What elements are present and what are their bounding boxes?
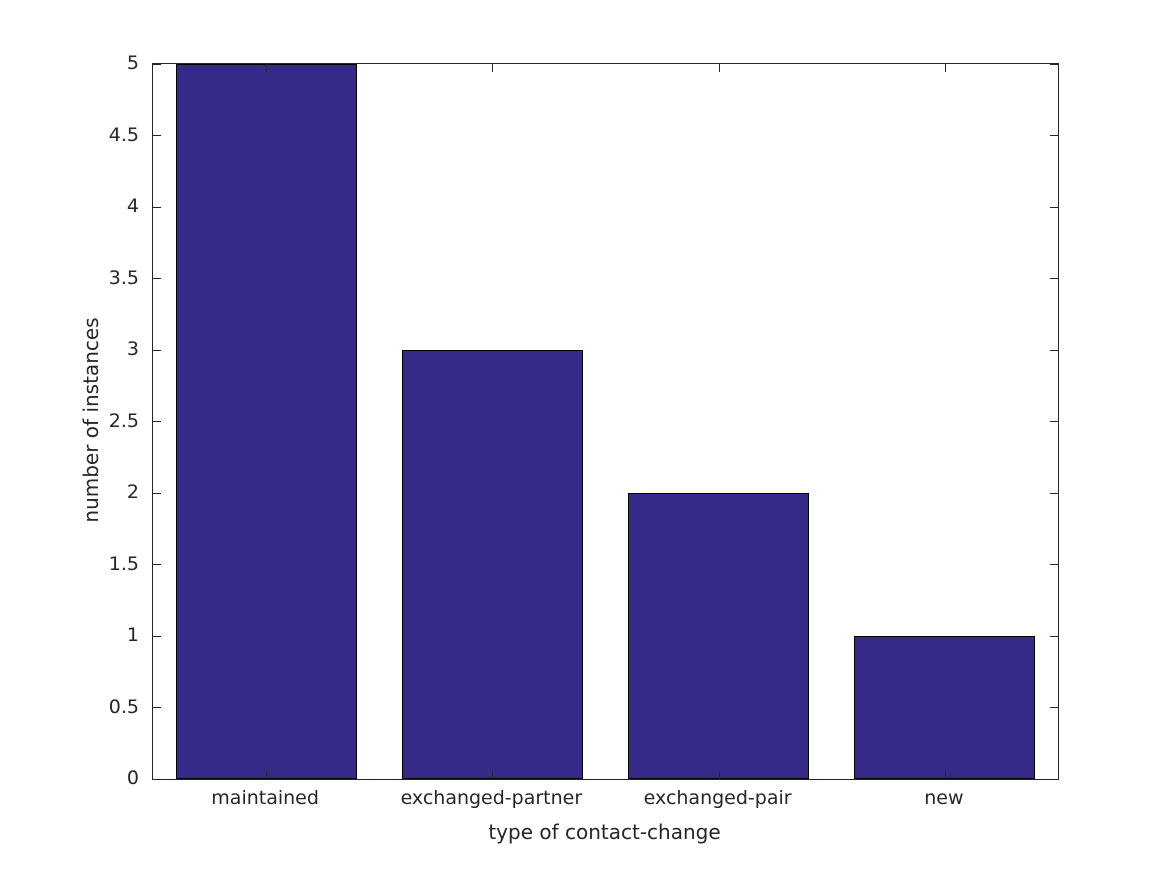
bar-new (854, 636, 1036, 779)
x-tick-label: maintained (211, 787, 319, 809)
bar-exchanged-partner (401, 350, 583, 779)
x-tick-top (266, 64, 268, 72)
y-tick-left (153, 492, 161, 494)
x-tick-top (718, 64, 720, 72)
y-tick-right (1050, 635, 1058, 637)
bar-exchanged-pair (628, 493, 810, 779)
plot-area (152, 63, 1059, 780)
y-tick-right (1050, 63, 1058, 65)
y-tick-left (153, 63, 161, 65)
y-tick-left (153, 635, 161, 637)
x-tick-bottom (266, 771, 268, 779)
x-tick-top (944, 64, 946, 72)
y-tick-left (153, 707, 161, 708)
y-tick-label: 3 (126, 338, 139, 360)
y-tick-right (1050, 778, 1058, 780)
y-tick-label: 5 (126, 52, 139, 74)
y-tick-right (1050, 707, 1058, 708)
y-tick-right (1050, 278, 1058, 279)
y-tick-left (153, 564, 161, 565)
y-axis-label: number of instances (79, 317, 103, 523)
x-tick-label: new (924, 787, 964, 809)
x-tick-bottom (718, 771, 720, 779)
y-tick-right (1050, 564, 1058, 565)
y-tick-left (153, 135, 161, 136)
y-tick-right (1050, 492, 1058, 494)
x-tick-bottom (492, 771, 494, 779)
bar-maintained (175, 64, 357, 779)
y-tick-left (153, 206, 161, 208)
x-tick-label: exchanged-partner (400, 787, 583, 809)
y-tick-label: 3.5 (108, 266, 139, 289)
y-tick-right (1050, 135, 1058, 136)
y-tick-label: 2 (126, 481, 139, 503)
y-tick-right (1050, 349, 1058, 351)
y-tick-label: 1.5 (108, 552, 139, 575)
y-tick-left (153, 349, 161, 351)
y-tick-right (1050, 421, 1058, 422)
x-axis-label: type of contact-change (488, 820, 721, 844)
y-tick-left (153, 421, 161, 422)
y-tick-left (153, 778, 161, 780)
y-tick-label: 4 (126, 195, 139, 217)
x-tick-bottom (944, 771, 946, 779)
y-tick-label: 0 (126, 767, 139, 789)
y-tick-label: 4.5 (108, 123, 139, 146)
y-tick-left (153, 278, 161, 279)
y-tick-label: 1 (126, 624, 139, 646)
y-tick-label: 0.5 (108, 695, 139, 718)
x-tick-top (492, 64, 494, 72)
x-tick-label: exchanged-pair (643, 787, 792, 809)
y-tick-right (1050, 206, 1058, 208)
y-tick-label: 2.5 (108, 409, 139, 432)
